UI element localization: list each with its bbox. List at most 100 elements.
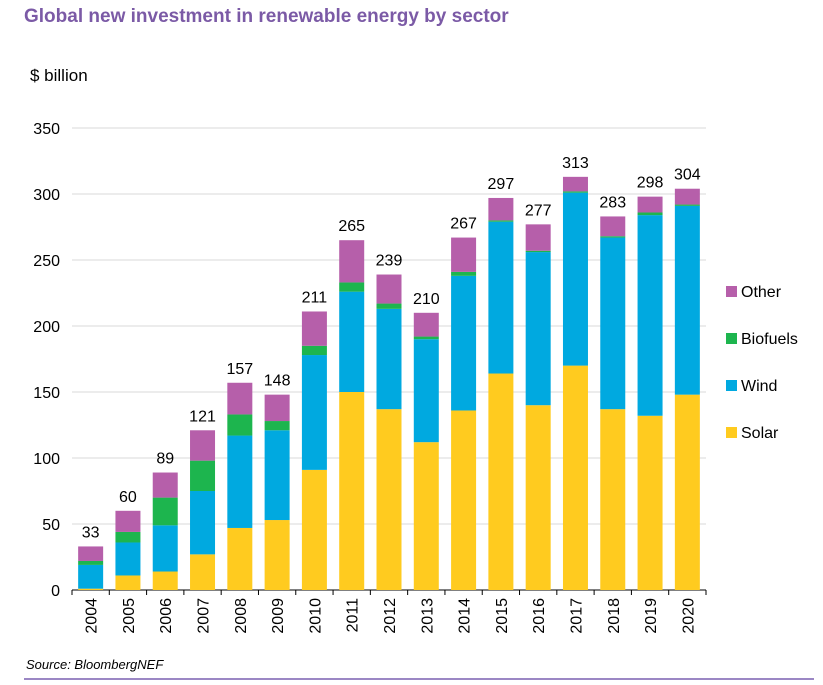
bar-wind-2006: [152, 525, 178, 572]
x-tick-label-2017: 2017: [568, 598, 585, 634]
total-label-2011: 265: [338, 218, 365, 235]
bar-biofuels-2004: [78, 560, 104, 565]
bar-biofuels-2007: [190, 460, 216, 491]
bar-solar-2020: [674, 394, 700, 590]
y-tick-label: 350: [33, 121, 60, 138]
total-label-2004: 33: [82, 524, 100, 541]
total-label-2006: 89: [156, 451, 174, 468]
bar-solar-2009: [264, 520, 290, 590]
legend-label-other: Other: [741, 284, 782, 301]
legend-label-biofuels: Biofuels: [741, 331, 798, 348]
bar-biofuels-2017: [562, 191, 588, 193]
x-tick-label-2018: 2018: [606, 598, 623, 634]
x-tick-label-2005: 2005: [121, 598, 138, 634]
bar-solar-2010: [301, 469, 327, 590]
y-tick-label: 200: [33, 319, 60, 336]
y-tick-label: 50: [42, 517, 60, 534]
y-axis-label: $ billion: [30, 66, 88, 85]
bar-biofuels-2014: [451, 271, 477, 276]
bar-biofuels-2013: [413, 336, 439, 340]
legend-swatch-other: [726, 286, 737, 297]
bar-other-2020: [674, 188, 700, 205]
bar-other-2014: [451, 237, 477, 272]
bar-wind-2014: [451, 275, 477, 411]
bar-wind-2013: [413, 339, 439, 443]
bar-wind-2008: [227, 435, 253, 528]
total-labels: 33 60 89 121 157 148 211 265 239 210 267 297 277 313 2…: [82, 155, 701, 542]
bar-wind-2007: [190, 491, 216, 555]
y-tick-label: 0: [51, 583, 60, 600]
bar-other-2011: [339, 240, 365, 283]
x-tick-label-2020: 2020: [680, 598, 697, 634]
bar-other-2009: [264, 394, 290, 422]
y-tick-label: 250: [33, 253, 60, 270]
bar-biofuels-2006: [152, 497, 178, 526]
x-tick-label-2014: 2014: [457, 598, 474, 634]
bars: [78, 176, 700, 590]
bar-other-2012: [376, 274, 402, 304]
bar-solar-2018: [600, 409, 626, 590]
legend-label-wind: Wind: [741, 378, 777, 395]
bar-solar-2005: [115, 575, 141, 590]
legend-swatch-biofuels: [726, 333, 737, 344]
x-axis: 2004 2005 2006 2007 2008 2009 2010 2011 2012 2013…: [71, 590, 707, 634]
bar-biofuels-2008: [227, 414, 253, 436]
bar-wind-2004: [78, 564, 104, 589]
bar-wind-2009: [264, 430, 290, 521]
bar-other-2013: [413, 312, 439, 337]
x-tick-label-2010: 2010: [307, 598, 324, 634]
y-tick-label: 300: [33, 187, 60, 204]
bar-biofuels-2012: [376, 303, 402, 309]
bar-wind-2011: [339, 291, 365, 392]
bar-solar-2014: [451, 410, 477, 590]
bar-wind-2018: [600, 237, 626, 410]
x-tick-label-2006: 2006: [158, 598, 175, 634]
bar-other-2010: [301, 311, 327, 346]
bar-other-2005: [115, 510, 141, 532]
total-label-2007: 121: [189, 408, 216, 425]
bar-other-2006: [152, 472, 178, 498]
bar-biofuels-2018: [600, 236, 626, 238]
bar-solar-2006: [152, 571, 178, 590]
legend-label-solar: Solar: [741, 425, 779, 442]
y-tick-label: 100: [33, 451, 60, 468]
total-label-2015: 297: [488, 176, 515, 193]
total-label-2020: 304: [674, 167, 701, 184]
bar-other-2004: [78, 546, 104, 561]
total-label-2010: 211: [302, 289, 328, 306]
bar-other-2019: [637, 196, 663, 213]
bar-other-2007: [190, 430, 216, 461]
x-tick-label-2015: 2015: [494, 598, 511, 634]
footer-rule: [24, 678, 814, 680]
chart-title: Global new investment in renewable energ…: [24, 6, 509, 27]
bar-biofuels-2016: [525, 250, 551, 253]
total-label-2012: 239: [376, 253, 403, 270]
bar-other-2015: [488, 197, 514, 221]
legend-swatch-wind: [726, 380, 737, 391]
bar-solar-2013: [413, 442, 439, 590]
bar-biofuels-2011: [339, 282, 365, 292]
bar-wind-2017: [562, 192, 588, 366]
bar-wind-2010: [301, 355, 327, 470]
x-tick-label-2019: 2019: [643, 598, 660, 634]
bar-biofuels-2009: [264, 421, 290, 431]
bar-solar-2019: [637, 415, 663, 590]
bar-solar-2011: [339, 392, 365, 590]
bar-wind-2019: [637, 215, 663, 416]
x-tick-label-2004: 2004: [84, 598, 101, 634]
bar-solar-2008: [227, 527, 253, 590]
x-tick-label-2011: 2011: [345, 598, 362, 633]
total-label-2019: 298: [637, 175, 664, 192]
total-label-2016: 277: [525, 202, 552, 219]
bar-solar-2016: [525, 405, 551, 590]
total-label-2018: 283: [599, 194, 626, 211]
total-label-2014: 267: [450, 216, 477, 233]
bar-solar-2004: [78, 588, 104, 590]
total-label-2009: 148: [264, 373, 291, 390]
bar-biofuels-2005: [115, 531, 141, 543]
bar-biofuels-2020: [674, 204, 700, 206]
x-tick-label-2008: 2008: [233, 598, 250, 634]
x-tick-label-2012: 2012: [382, 598, 399, 634]
bar-biofuels-2019: [637, 212, 663, 216]
